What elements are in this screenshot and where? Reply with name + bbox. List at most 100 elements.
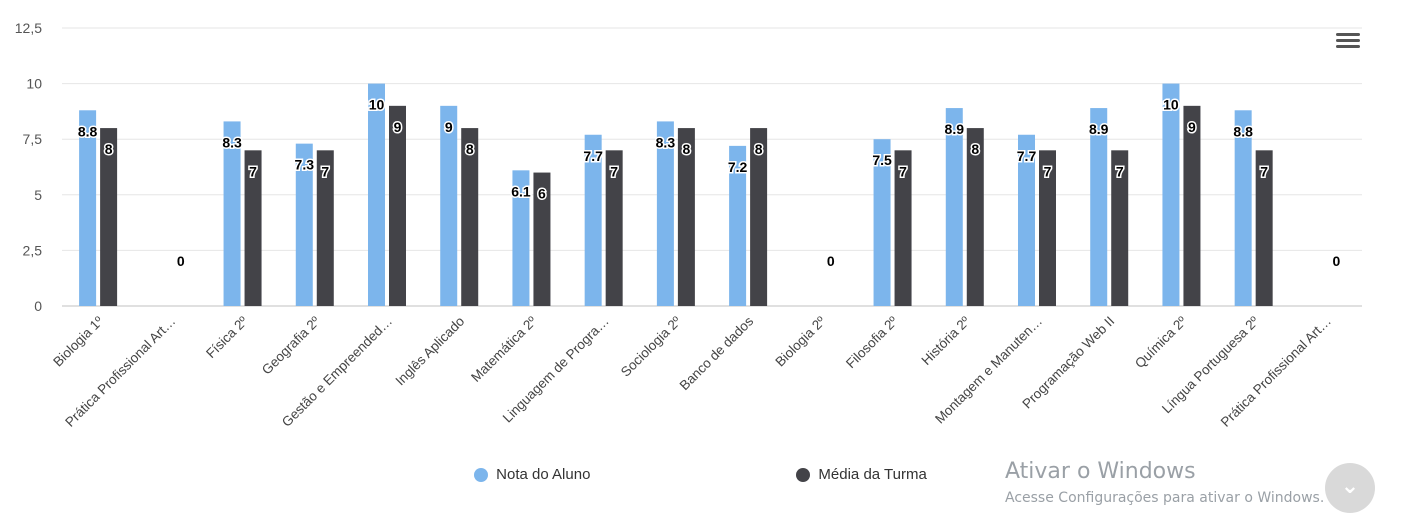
bar-media-da-turma[interactable] [100,128,118,306]
x-tick-label: Sociologia 2º [618,313,684,379]
legend-label: Média da Turma [818,466,927,483]
bar-nota-do-aluno[interactable] [584,134,602,306]
bar-nota-do-aluno[interactable] [729,145,747,306]
windows-activation-watermark: Ativar o Windows Acesse Configurações pa… [1005,459,1324,506]
data-label: 6.1 [511,183,531,199]
bar-nota-do-aluno[interactable] [512,170,530,306]
data-label: 0 [177,253,185,269]
data-label: 10 [1163,97,1179,113]
data-label: 7 [1116,163,1124,179]
bar-nota-do-aluno[interactable] [79,110,97,307]
gridlines [62,27,1362,307]
bar-nota-do-aluno[interactable] [368,83,385,306]
bar-media-da-turma[interactable] [677,128,695,306]
data-label: 8 [755,141,763,157]
data-label: 7 [321,163,329,179]
chart-menu-button[interactable] [1334,30,1362,54]
data-label: 8.9 [1089,121,1109,137]
hamburger-icon [1336,33,1360,36]
data-label: 9 [394,119,402,135]
bar-nota-do-aluno[interactable] [1090,108,1108,307]
bar-media-da-turma[interactable] [894,150,912,306]
data-label: 7 [1044,163,1052,179]
data-label: 8 [682,141,690,157]
y-tick-label: 0 [34,298,42,314]
bar-media-da-turma[interactable] [244,150,262,306]
bar-media-da-turma[interactable] [605,150,623,306]
data-label: 7.7 [1017,148,1037,164]
bar-nota-do-aluno[interactable] [295,143,313,306]
legend-label: Nota do Aluno [496,466,591,483]
bar-media-da-turma[interactable] [316,150,334,306]
x-tick-label: Química 2º [1132,313,1190,371]
data-label: 10 [369,97,385,113]
bar-nota-do-aluno[interactable] [1018,134,1035,306]
data-label: 7.3 [295,157,315,173]
x-tick-label: Banco de dados [677,313,757,393]
watermark-title: Ativar o Windows [1005,459,1196,484]
data-label: 8.8 [78,123,98,139]
x-tick-label: Física 2º [203,313,251,361]
legend-dot-icon [796,467,811,482]
bar-media-da-turma[interactable] [1183,105,1201,306]
bar-nota-do-aluno[interactable] [1162,83,1180,306]
bar-nota-do-aluno[interactable] [873,139,891,306]
x-tick-label: Biologia 1º [50,313,106,369]
bar-nota-do-aluno[interactable] [440,105,458,306]
x-tick-label: Matemática 2º [468,313,539,384]
x-tick-label: Inglês Aplicado [393,314,468,389]
data-label: 9 [445,119,453,135]
data-label: 7 [1260,163,1268,179]
data-label: 8.8 [1233,123,1253,139]
bar-media-da-turma[interactable] [966,128,984,306]
bar-media-da-turma[interactable] [533,172,551,306]
x-tick-label: Geografia 2º [259,313,323,377]
x-tick-label: História 2º [918,313,972,367]
bar-media-da-turma[interactable] [750,128,768,306]
y-axis-ticks: 0 2,5 5 7,5 10 12,5 [15,20,42,314]
legend-item-media-da-turma[interactable]: Média da Turma [796,466,927,483]
bar-nota-do-aluno[interactable] [656,121,674,307]
y-tick-label: 7,5 [23,131,43,147]
data-label: 8 [105,141,113,157]
y-tick-label: 12,5 [15,20,42,36]
data-label: 0 [1332,253,1340,269]
bar-media-da-turma[interactable] [1039,150,1056,306]
data-label: 8 [466,141,474,157]
data-label: 7 [249,163,257,179]
chart-legend: Nota do Aluno Média da Turma [0,466,1401,483]
data-label: 9 [1188,119,1196,135]
data-label: 8.3 [656,134,676,150]
data-label: 8.3 [222,134,242,150]
scroll-down-button[interactable]: ⌄ [1325,463,1375,513]
bar-nota-do-aluno[interactable] [945,108,963,307]
bar-nota-do-aluno[interactable] [223,121,241,307]
data-label: 7.5 [872,152,892,168]
bar-media-da-turma[interactable] [461,128,479,306]
data-label: 6 [538,186,546,202]
bar-nota-do-aluno[interactable] [1234,110,1252,307]
y-tick-label: 10 [26,76,42,92]
y-tick-label: 2,5 [23,242,43,258]
bar-media-da-turma[interactable] [1111,150,1129,306]
data-label: 7.2 [728,159,748,175]
data-label: 8 [971,141,979,157]
y-tick-label: 5 [34,187,42,203]
legend-item-nota-do-aluno[interactable]: Nota do Aluno [474,466,770,483]
legend-dot-icon [474,467,489,482]
data-label: 8.9 [945,121,965,137]
data-label: 7 [899,163,907,179]
bars [79,83,1273,307]
data-label: 7.7 [583,148,603,164]
bar-media-da-turma[interactable] [389,105,406,306]
data-label: 0 [827,253,835,269]
watermark-subtitle: Acesse Configurações para ativar o Windo… [1005,490,1325,506]
chevron-down-icon: ⌄ [1340,473,1360,498]
data-label: 7 [610,163,618,179]
bar-media-da-turma[interactable] [1255,150,1273,306]
x-tick-label: Biologia 2º [772,313,828,369]
x-tick-label: Filosofia 2º [843,313,901,371]
